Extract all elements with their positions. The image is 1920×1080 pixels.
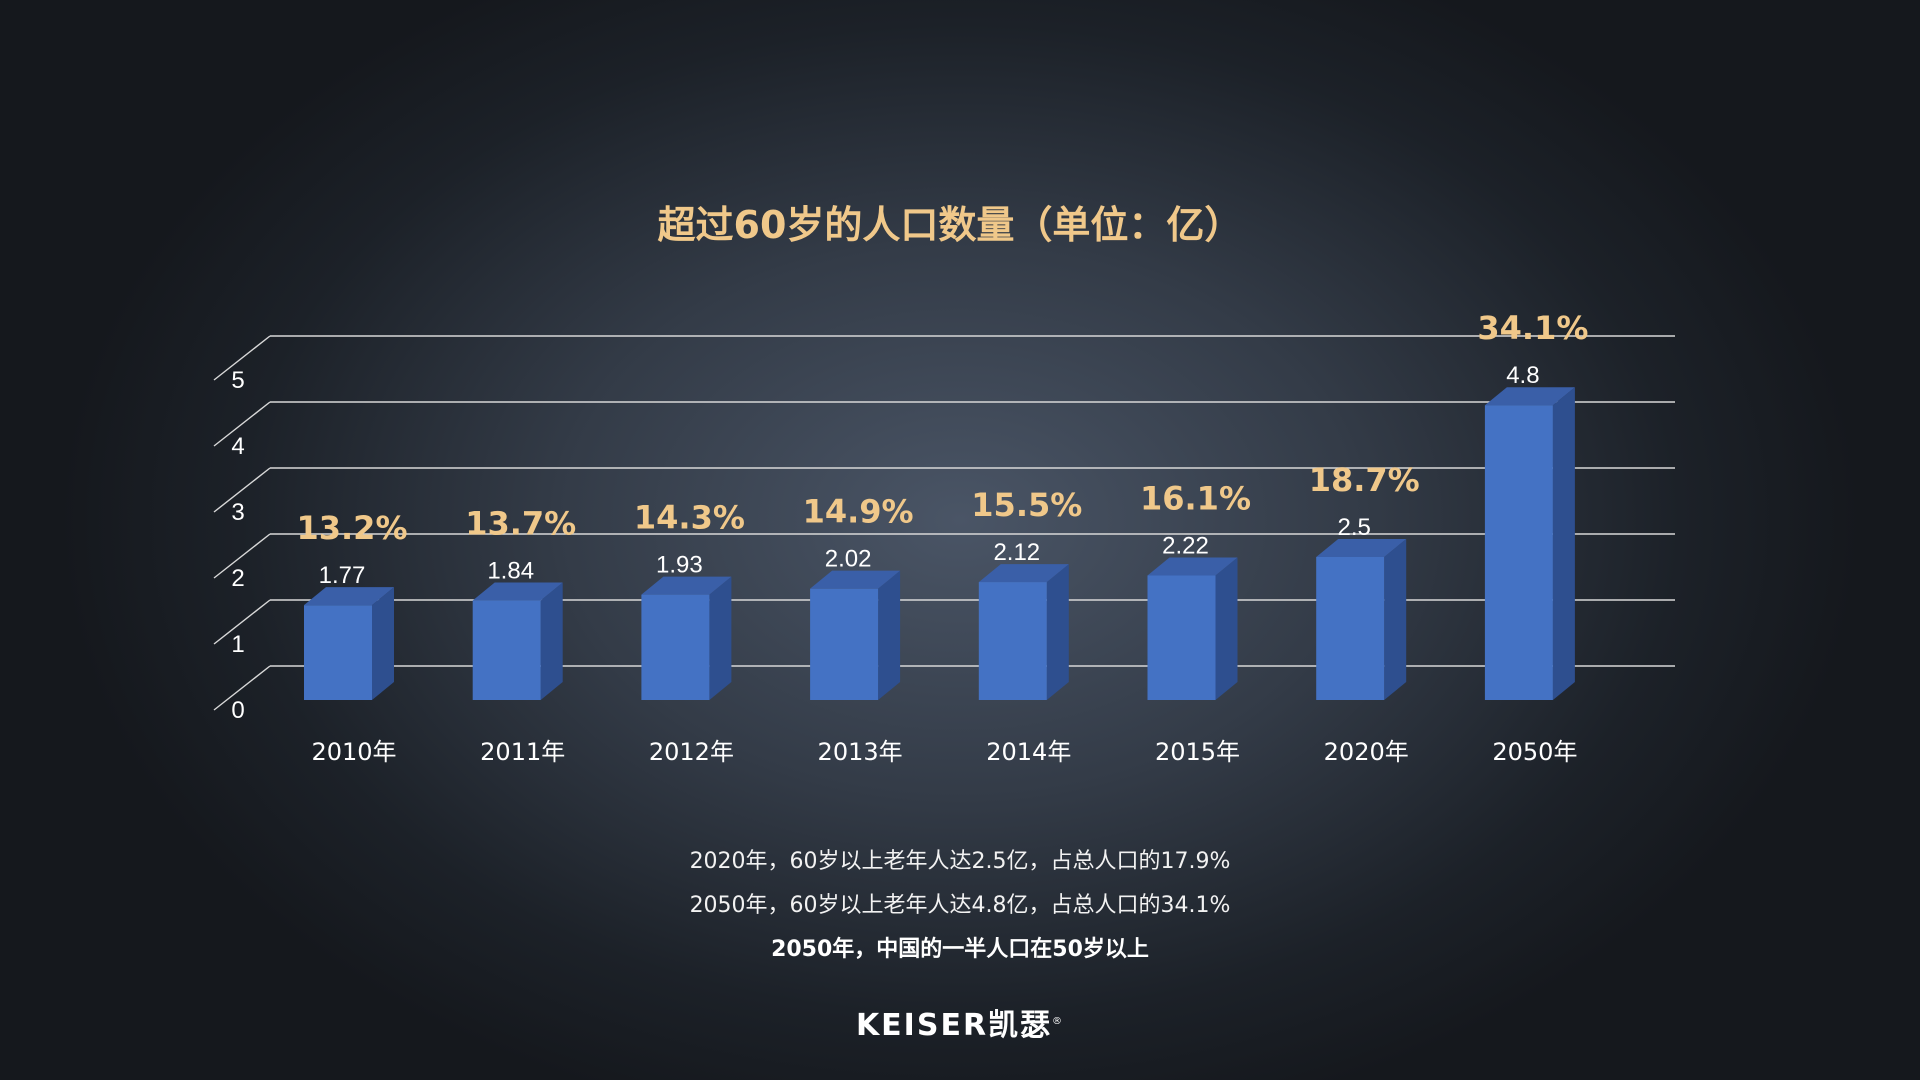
bar-side	[372, 587, 394, 700]
bar-side	[1046, 564, 1069, 700]
category-label: 2015年	[1155, 738, 1240, 766]
notes: 2020年，60岁以上老年人达2.5亿，占总人口的17.9% 2050年，60岁…	[0, 840, 1920, 972]
category-label: 2010年	[311, 738, 396, 766]
bar-top	[810, 570, 901, 589]
category-label: 2014年	[986, 738, 1071, 766]
gridline-depth	[213, 401, 271, 447]
percent-label: 13.7%	[465, 505, 576, 543]
gridline-depth	[213, 533, 271, 579]
y-tick-label: 4	[231, 433, 244, 460]
value-label: 2.02	[825, 546, 872, 573]
y-tick-label: 1	[231, 631, 244, 658]
note-highlight: 2050年，中国的一半人口在50岁以上	[771, 937, 1149, 962]
bar-layer	[304, 387, 1575, 700]
value-label: 1.84	[487, 558, 534, 585]
bar	[304, 605, 372, 700]
y-tick-label: 5	[231, 367, 244, 394]
note-2050: 2050年，60岁以上老年人达4.8亿，占总人口的34.1%	[689, 893, 1231, 918]
category-label: 2050年	[1492, 738, 1577, 766]
bar-top	[1147, 557, 1238, 576]
category-label: 2013年	[818, 738, 903, 766]
bar-top	[1316, 539, 1407, 557]
bar-top	[1484, 387, 1575, 406]
bar-side	[1552, 387, 1575, 700]
bar-top	[472, 582, 563, 601]
y-tick-label: 3	[231, 499, 244, 526]
percent-label: 18.7%	[1309, 461, 1420, 499]
gridline-depth	[213, 665, 271, 711]
keiser-logo: KEISER凯瑟®	[0, 1000, 1920, 1044]
percent-label: 14.9%	[803, 493, 914, 531]
category-label: 2011年	[480, 738, 565, 766]
bar-top	[304, 587, 394, 606]
gridline-depth	[213, 599, 271, 645]
bar	[641, 594, 710, 700]
gridline-depth	[213, 335, 271, 381]
logo-text: KEISER凯瑟	[855, 1008, 1053, 1043]
grid-layer	[213, 335, 1675, 711]
percent-label: 34.1%	[1477, 309, 1588, 347]
bar	[810, 588, 879, 700]
gridline-depth	[213, 467, 271, 513]
percent-label: 15.5%	[971, 486, 1082, 524]
bar-side	[878, 570, 901, 700]
bar	[472, 600, 541, 700]
bar-side	[709, 576, 732, 700]
registered-mark: ®	[1052, 1016, 1065, 1027]
bar	[1147, 575, 1216, 700]
category-label: 2012年	[649, 738, 734, 766]
label-layer: 0 1 2 3 4 5 1.77 13.2% 2010年 1.84 13.7% 2011年 1.93 14…	[231, 309, 1588, 766]
value-label: 4.8	[1506, 362, 1539, 389]
bar-side	[1215, 557, 1238, 700]
value-label: 2.12	[993, 539, 1040, 566]
bar-side	[1384, 539, 1407, 700]
bar	[1316, 557, 1385, 700]
y-tick-label: 2	[231, 565, 244, 592]
bar-top	[978, 564, 1069, 583]
bar	[978, 582, 1047, 700]
percent-label: 13.2%	[296, 509, 407, 547]
value-label: 1.93	[656, 552, 703, 579]
bar-side	[540, 582, 563, 700]
chart-title: 超过60岁的人口数量（单位：亿）	[658, 203, 1243, 247]
value-label: 2.22	[1162, 532, 1209, 559]
value-label: 2.5	[1338, 514, 1371, 541]
percent-label: 16.1%	[1140, 479, 1251, 517]
category-label: 2020年	[1324, 738, 1409, 766]
value-label: 1.77	[319, 562, 366, 589]
note-2020: 2020年，60岁以上老年人达2.5亿，占总人口的17.9%	[689, 849, 1231, 874]
bar	[1484, 405, 1553, 700]
bar-top	[641, 576, 732, 595]
y-tick-label: 0	[231, 697, 244, 724]
percent-label: 14.3%	[634, 499, 745, 537]
